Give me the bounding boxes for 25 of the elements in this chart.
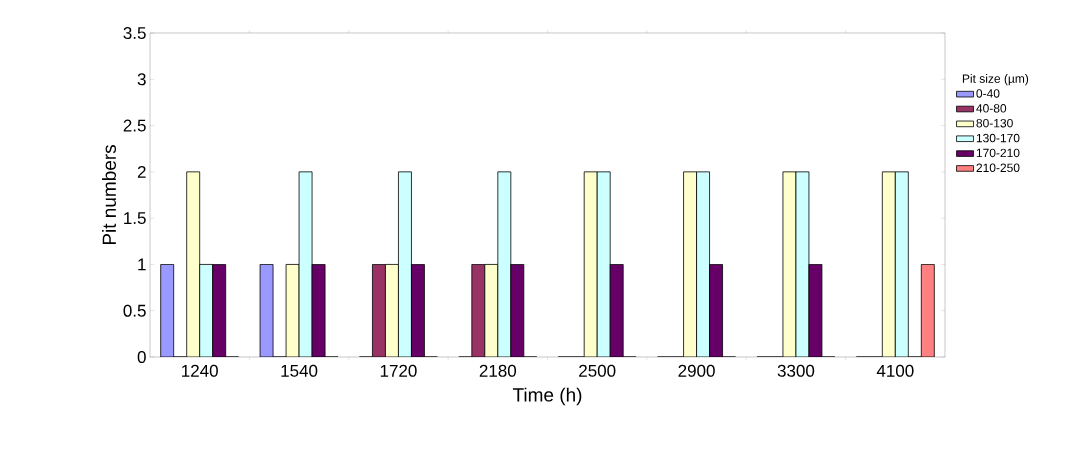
- y-tick-label: 3.5: [123, 26, 146, 40]
- x-tick-label: 1240: [182, 364, 218, 377]
- y-tick-label: 1.5: [124, 212, 146, 225]
- x-tick-label: 4100: [876, 364, 914, 377]
- y-tick-label: 0: [137, 350, 146, 364]
- legend-label: 40-80: [976, 104, 1007, 113]
- y-tick-label: 1: [138, 258, 146, 271]
- x-tick-label: 1720: [380, 364, 417, 377]
- x-tick-label: 3300: [777, 364, 815, 377]
- legend-label: 210-250: [976, 163, 1020, 173]
- y-tick-label: 2: [137, 165, 146, 178]
- y-tick-label: 2.5: [123, 119, 146, 132]
- x-tick-label: 2500: [579, 364, 616, 377]
- legend-label: 80-130: [976, 118, 1013, 128]
- x-tick-label: 1540: [281, 364, 318, 377]
- legend-title: Pit size (µm): [962, 74, 1029, 86]
- y-axis-title: Pit numbers: [102, 145, 117, 245]
- legend-label: 130-170: [976, 133, 1020, 143]
- x-axis-title: Time (h): [512, 387, 582, 406]
- legend-label: 0-40: [976, 89, 1000, 98]
- legend-label: 170-210: [976, 148, 1020, 158]
- y-tick-label: 3: [137, 73, 146, 86]
- x-tick-label: 2180: [479, 364, 517, 377]
- x-tick-label: 2900: [678, 364, 715, 377]
- y-tick-label: 0.5: [123, 304, 146, 317]
